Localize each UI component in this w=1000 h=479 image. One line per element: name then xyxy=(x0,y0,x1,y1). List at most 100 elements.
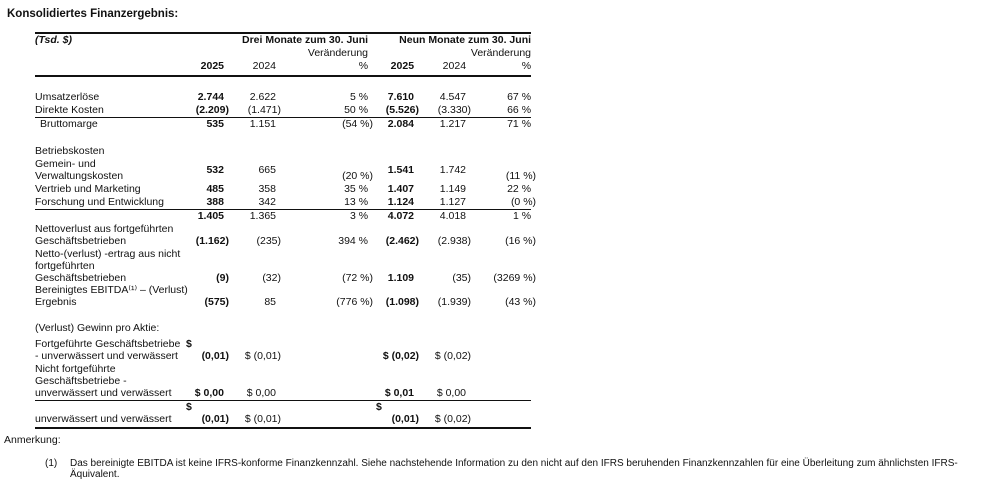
value-cell: 394 % xyxy=(338,234,369,247)
value-cell: 2.744 xyxy=(197,90,224,103)
change-label-nine-months: Veränderung xyxy=(470,46,532,59)
value-cell: (3.330) xyxy=(414,103,471,118)
value-cell: (5.526) xyxy=(368,103,419,118)
financial-results-table: (Tsd. $) Drei Monate zum 30. Juni Neun M… xyxy=(35,32,537,430)
value-cell: 1.149 xyxy=(439,183,467,196)
value-cell xyxy=(368,145,414,158)
value-cell: 485 xyxy=(206,183,224,196)
table-header: (Tsd. $) Drei Monate zum 30. Juni Neun M… xyxy=(35,33,532,77)
table-row: Umsatzerlöse 2.744 2.622 5 % 7.610 4.547 67 % xyxy=(35,91,531,104)
value-cell: 35 % xyxy=(344,183,369,196)
spacer-cell xyxy=(35,76,531,91)
column-header-2024-three-months: 2024 xyxy=(224,59,276,77)
value-cell: $ 0,01 xyxy=(368,362,415,401)
value-cell: (0 %) xyxy=(466,196,536,210)
spacer-row xyxy=(35,76,531,91)
value-cell: 1.365 xyxy=(249,209,276,222)
column-header-row: 2025 2024 % 2025 2024 % xyxy=(35,59,532,77)
value-cell xyxy=(178,322,224,335)
table-row: Forschung und Entwicklung 388 342 13 % 1.124… xyxy=(35,196,536,210)
value-cell: $ (0,01) xyxy=(224,400,281,430)
value-cell: 1 % xyxy=(512,209,532,222)
value-cell xyxy=(466,362,532,401)
value-cell: 358 xyxy=(258,183,276,196)
footnote-text: Das bereinigte EBITDA ist keine IFRS-kon… xyxy=(70,458,958,479)
spacer-cell xyxy=(35,309,531,322)
value-cell: (43 %) xyxy=(505,296,537,309)
value-cell: 67 % xyxy=(507,90,532,103)
table-row: Direkte Kosten (2.209) (1.471) 50 % (5.526)(… xyxy=(35,103,532,118)
table-row: Bruttomarge 535 1.151 (54 %) 2.084 1.217 71 % xyxy=(35,117,531,130)
value-cell: (235) xyxy=(256,234,281,247)
value-cell: $ 0,00 xyxy=(224,362,276,401)
value-cell xyxy=(414,145,466,158)
column-header-2025-three-months: 2025 xyxy=(178,59,224,77)
footnote-heading: Anmerkung: xyxy=(4,434,61,447)
value-cell: $ (0,01) xyxy=(244,350,281,363)
table-row: 1.405 1.365 3 % 4.072 4.018 1 % xyxy=(35,209,531,222)
table-row: Gemein- und Verwaltungskosten 532 665 (20 %)… xyxy=(35,158,537,183)
value-cell: (11 %) xyxy=(505,170,537,183)
row-label: Bereinigtes EBITDA⁽¹⁾ – (Verlust) Ergebni… xyxy=(35,284,188,309)
column-header-percent-three-months: % xyxy=(276,59,369,77)
value-cell: 1.742 xyxy=(439,164,467,177)
value-cell: 5 % xyxy=(349,90,369,103)
column-header-percent-nine-months: % xyxy=(466,59,532,77)
table-row: (Verlust) Gewinn pro Aktie: xyxy=(35,322,531,335)
value-cell: 7.610 xyxy=(387,90,415,103)
value-cell: 1.151 xyxy=(249,117,276,130)
value-cell xyxy=(466,145,531,158)
value-cell xyxy=(368,322,414,335)
value-cell xyxy=(276,362,369,401)
value-cell: (2.462) xyxy=(385,234,420,247)
row-label xyxy=(35,209,178,222)
table-row: Vertrieb und Marketing 485 358 35 % 1.407 1.1… xyxy=(35,183,531,196)
value-cell: (32) xyxy=(262,271,281,284)
row-label: Vertrieb und Marketing xyxy=(35,183,141,196)
value-cell: 1.541 xyxy=(387,164,415,177)
column-header-2025-nine-months: 2025 xyxy=(368,59,415,77)
empty-header-cell xyxy=(35,59,178,77)
value-cell: 4.547 xyxy=(439,90,467,103)
table-row: Nicht fortgeführte Geschäftsbetriebe - unv… xyxy=(35,362,532,401)
value-cell: $ 0,00 xyxy=(414,362,467,401)
unit-label: (Tsd. $) xyxy=(35,34,72,46)
value-cell: 2.084 xyxy=(387,117,415,130)
value-cell: 535 xyxy=(206,117,224,130)
spacer-row xyxy=(35,309,531,322)
value-cell xyxy=(276,338,368,363)
table-row: Bereinigtes EBITDA⁽¹⁾ – (Verlust) Ergebni… xyxy=(35,284,537,309)
value-cell xyxy=(276,400,369,430)
value-cell: 13 % xyxy=(276,196,369,210)
value-cell: (1.939) xyxy=(437,296,472,309)
value-cell: $ 0,00 xyxy=(178,362,224,401)
value-cell xyxy=(276,145,368,158)
value-cell: 1.109 xyxy=(387,271,415,284)
spacer-cell xyxy=(35,130,531,145)
row-label: Betriebskosten xyxy=(35,145,105,158)
row-label: Nicht fortgeführte Geschäftsbetriebe - unv… xyxy=(35,362,178,401)
value-cell: 388 xyxy=(178,196,224,210)
value-cell: (9) xyxy=(216,271,229,284)
value-cell: (3269 %) xyxy=(493,271,537,284)
value-cell xyxy=(466,338,531,363)
row-label: Forschung und Entwicklung xyxy=(35,196,178,210)
value-cell: 1.124 xyxy=(368,196,415,210)
value-cell: 3 % xyxy=(349,209,369,222)
value-cell: $ (0,01) xyxy=(178,400,229,430)
table-row: Fortgeführte Geschäftsbetriebe - unverwäs… xyxy=(35,338,531,363)
value-cell: 4.018 xyxy=(439,209,467,222)
value-cell: $ (0,02) xyxy=(382,350,420,363)
footnote: (1) Das bereinigte EBITDA ist keine IFRS… xyxy=(45,458,1000,479)
value-cell: 665 xyxy=(258,164,276,177)
value-cell: 22 % xyxy=(507,183,532,196)
value-cell: $ (0,02) xyxy=(414,400,471,430)
table-body: Umsatzerlöse 2.744 2.622 5 % 7.610 4.547 67 % D… xyxy=(35,76,537,430)
row-label: unverwässert und verwässert xyxy=(35,400,178,430)
value-cell: (575) xyxy=(204,296,229,309)
value-cell: (776 %) xyxy=(336,296,374,309)
page-title: Konsolidiertes Finanzergebnis: xyxy=(7,8,179,20)
row-label: Netto-(verlust) -ertrag aus nicht fortgef… xyxy=(35,247,181,284)
empty-header-cell xyxy=(35,47,178,60)
